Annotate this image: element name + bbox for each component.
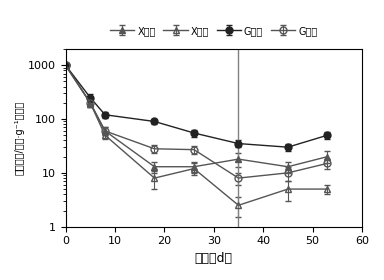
Legend: X保湿, X滴水, G保湿, G滴水: X保湿, X滴水, G保湿, G滴水 (106, 22, 321, 39)
X-axis label: 时间（d）: 时间（d） (195, 252, 233, 265)
Y-axis label: 病吨浓度/（个·g⁻¹干土）: 病吨浓度/（个·g⁻¹干土） (15, 101, 25, 175)
